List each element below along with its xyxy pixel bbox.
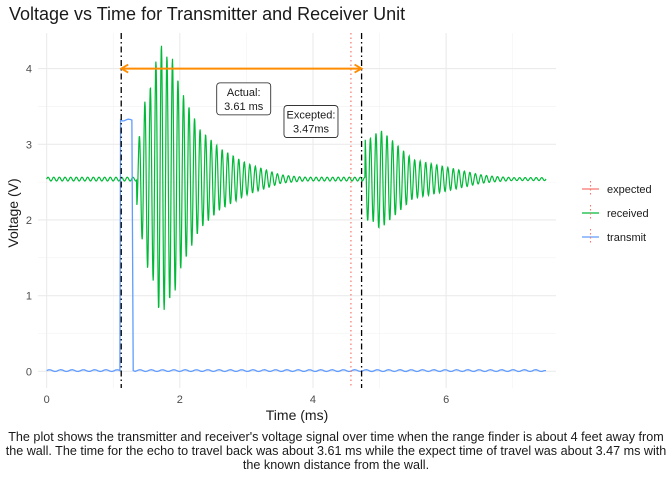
legend-label: transmit <box>607 232 646 244</box>
legend-label: received <box>607 208 649 220</box>
chart-title: Voltage vs Time for Transmitter and Rece… <box>9 4 406 24</box>
annotation-text: 3.47ms <box>293 124 330 136</box>
x-tick-label: 4 <box>310 394 316 406</box>
minor-gridlines <box>38 33 556 388</box>
x-axis-title: Time (ms) <box>266 407 328 423</box>
received-series-line <box>46 45 547 310</box>
annotation-text: Actual: <box>227 87 261 99</box>
transmit-series-line <box>46 118 547 373</box>
annotation-label: Actual: 3.61 ms <box>216 82 272 116</box>
arrow-head-left <box>119 63 129 74</box>
vline-layer <box>120 33 363 388</box>
y-tick-label: 1 <box>26 291 32 303</box>
chart-caption: The plot shows the transmitter and recei… <box>5 430 667 472</box>
legend: expected received transmit <box>582 181 652 245</box>
annotation-box <box>216 82 272 116</box>
legend-label: expected <box>607 184 652 196</box>
y-tick-label: 0 <box>26 366 32 378</box>
x-tick-label: 6 <box>443 394 449 406</box>
annotation-box <box>283 105 339 138</box>
annotation-text: Excepted: <box>287 110 336 122</box>
annotation-layer: Actual: 3.61 ms Excepted: 3.47ms <box>119 63 364 138</box>
major-gridlines <box>38 33 556 388</box>
x-tick-labels: 0 2 4 6 <box>44 394 450 406</box>
y-tick-label: 2 <box>26 215 32 227</box>
y-tick-label: 3 <box>26 139 32 151</box>
x-tick-label: 2 <box>177 394 183 406</box>
series-layer <box>46 45 547 373</box>
legend-item-received: received <box>582 205 649 221</box>
legend-item-expected: expected <box>582 181 652 197</box>
annotation-text: 3.61 ms <box>224 101 264 113</box>
y-tick-labels: 0 1 2 3 4 <box>26 64 32 379</box>
annotation-label: Excepted: 3.47ms <box>283 105 339 138</box>
arrow-head-right <box>354 63 364 74</box>
legend-item-transmit: transmit <box>582 229 646 245</box>
x-tick-label: 0 <box>44 394 50 406</box>
y-axis-title: Voltage (V) <box>5 178 21 247</box>
y-tick-label: 4 <box>26 64 32 76</box>
